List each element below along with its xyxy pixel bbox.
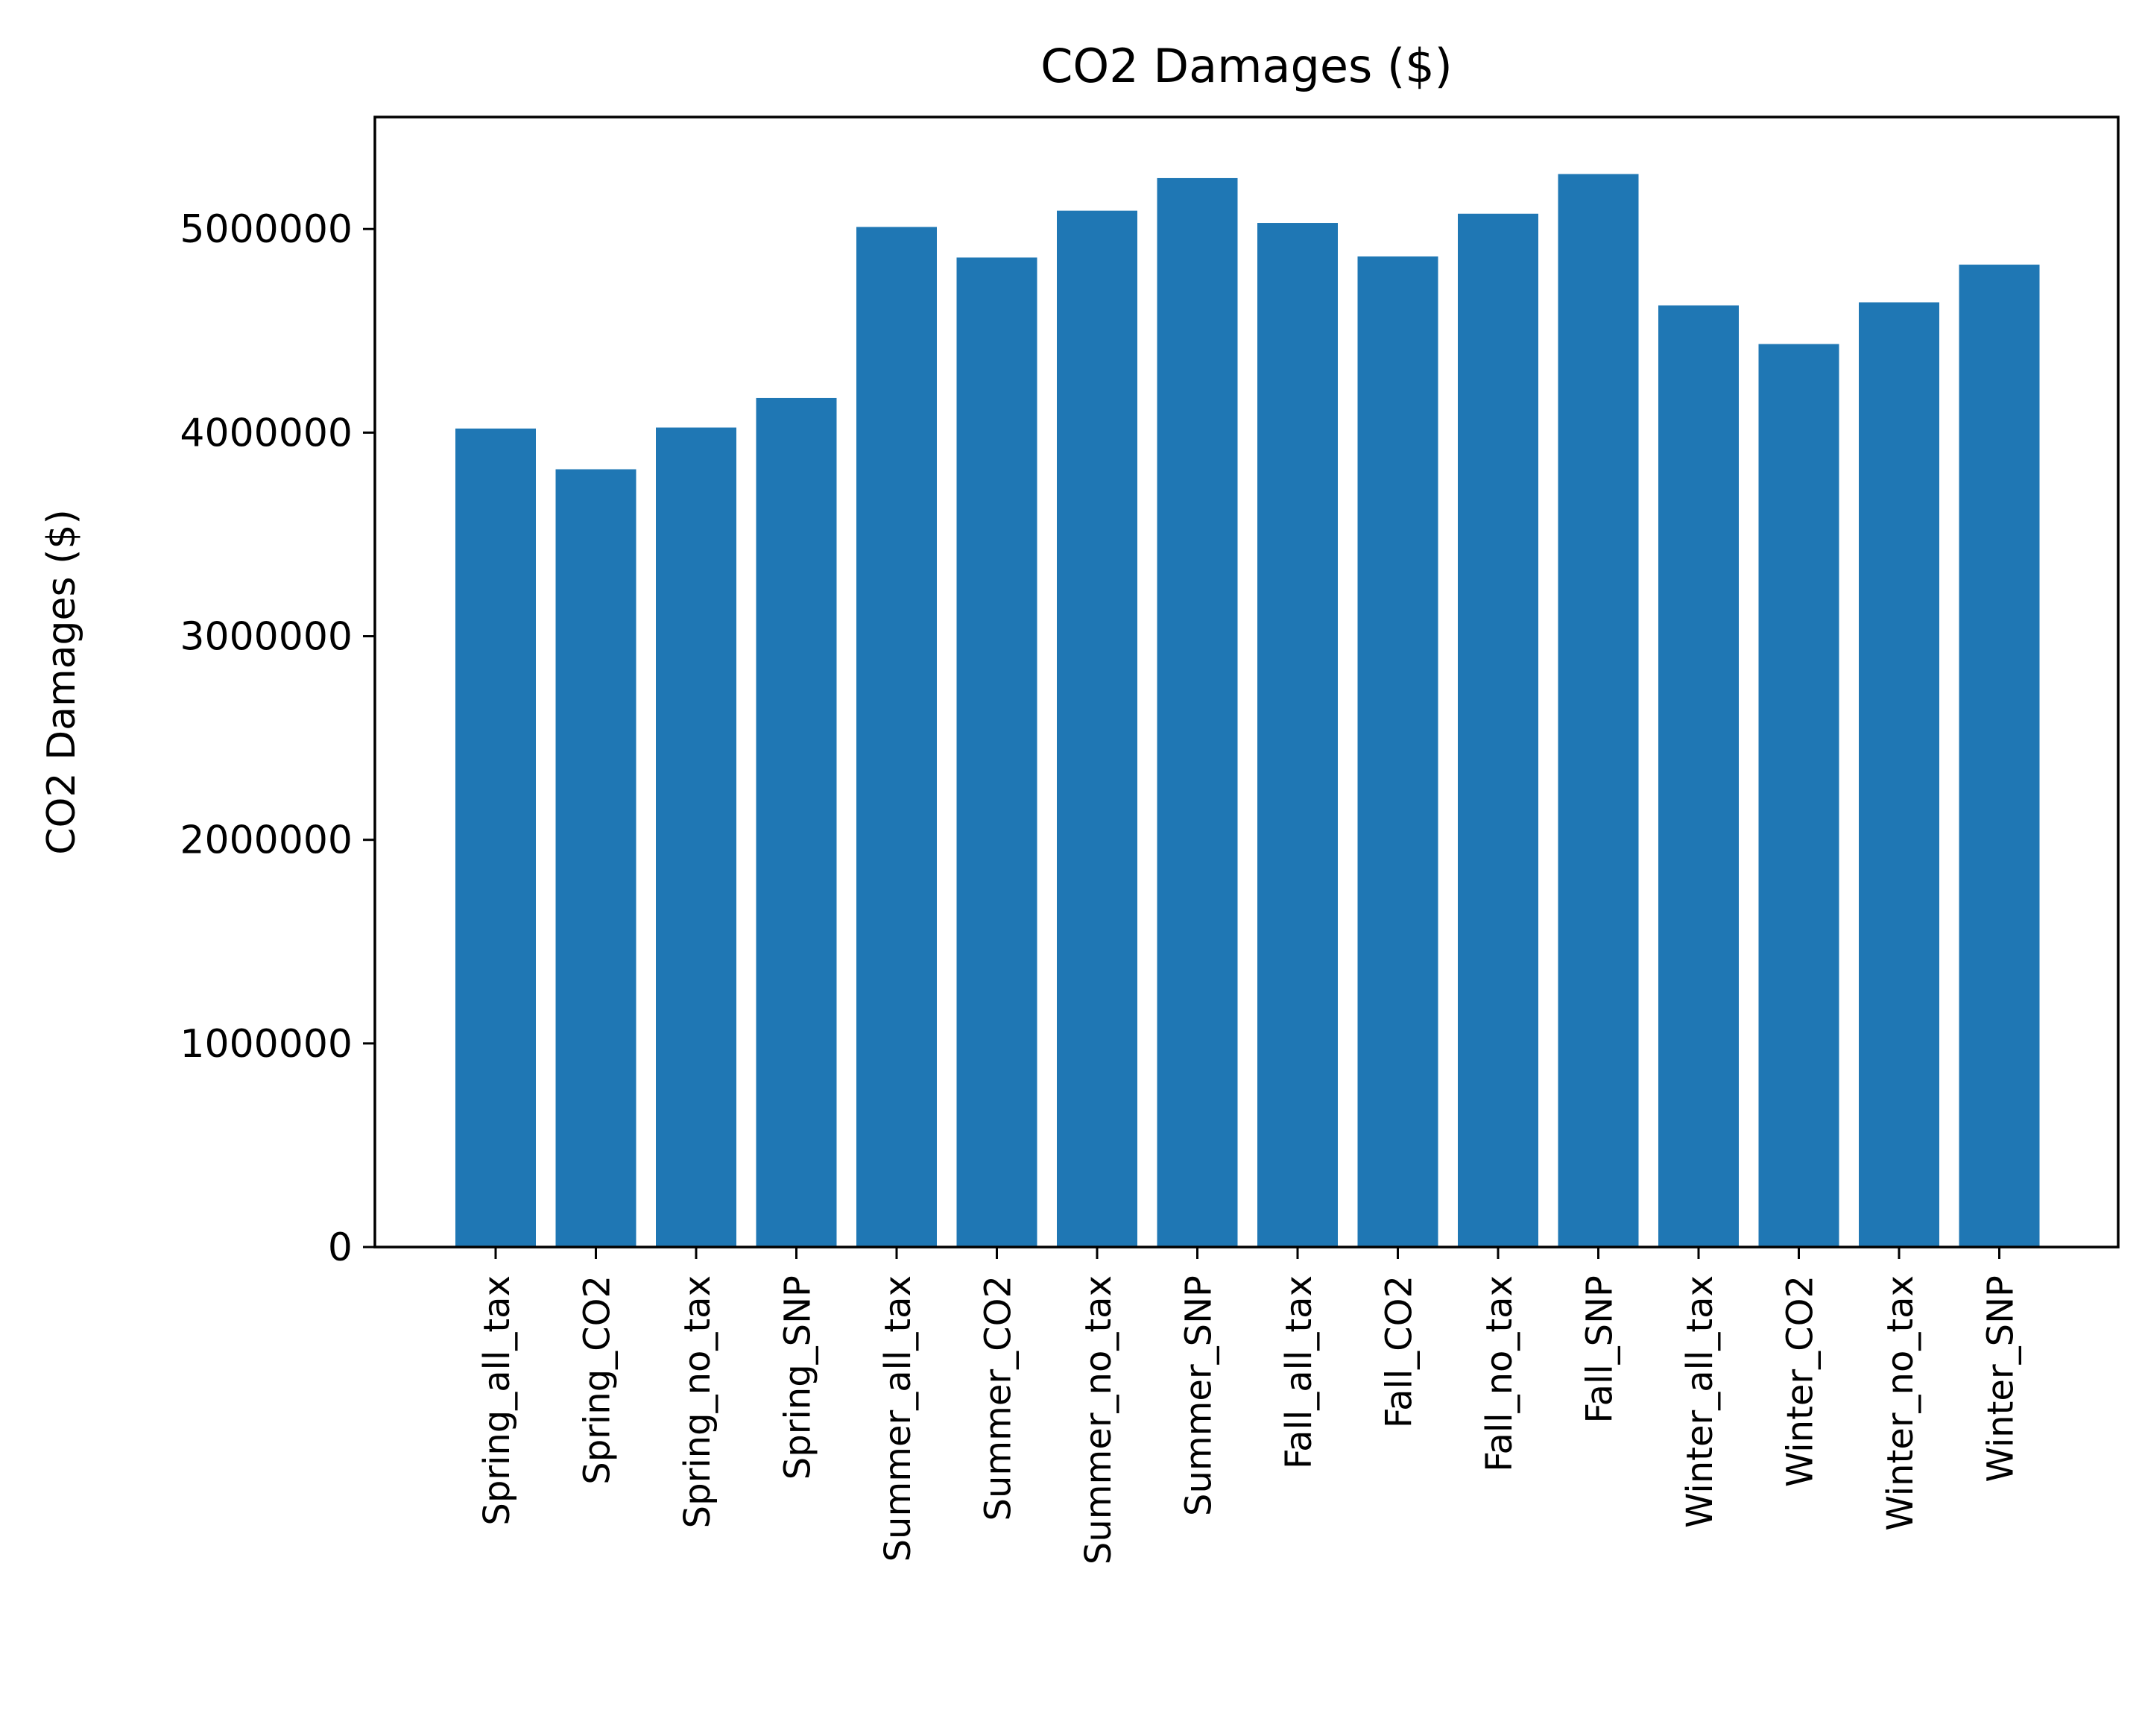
x-tick-label: Winter_all_tax [1679,1275,1721,1528]
y-tick-label: 0 [328,1225,353,1270]
x-tick-label: Fall_no_tax [1479,1275,1520,1472]
x-tick-label: Spring_no_tax [677,1275,718,1528]
x-tick-label: Fall_CO2 [1379,1275,1421,1428]
bar-spring-no-tax [656,427,736,1247]
bar-spring-co2 [555,469,636,1247]
bar-fall-snp [1558,174,1639,1247]
bar-fall-all-tax [1257,223,1338,1247]
bar-winter-no-tax [1859,302,1939,1248]
bar-spring-all-tax [455,428,536,1247]
bar-fall-co2 [1357,256,1438,1248]
bar-winter-co2 [1758,344,1839,1247]
y-tick-label: 5000000 [180,207,353,252]
x-tick-label: Spring_all_tax [476,1275,518,1526]
bar-summer-no-tax [1057,210,1137,1248]
x-tick-label: Summer_no_tax [1078,1275,1119,1565]
bar-summer-snp [1157,177,1238,1248]
bars [455,174,2040,1248]
plot-area-frame [373,116,2120,1249]
y-tick-label: 2000000 [180,818,353,863]
y-tick-label: 3000000 [180,615,353,660]
bar-fall-no-tax [1458,213,1538,1247]
chart-title: CO2 Damages ($) [1040,39,1453,93]
x-tick-label: Fall_all_tax [1278,1275,1320,1469]
bar-summer-co2 [956,257,1037,1247]
x-tick-label: Summer_all_tax [877,1275,919,1562]
bar-spring-snp [756,397,837,1247]
x-tick-label: Fall_SNP [1579,1275,1621,1424]
x-tick-label: Winter_CO2 [1780,1275,1822,1487]
x-tick-label: Spring_CO2 [577,1275,619,1485]
x-tick-label: Summer_CO2 [978,1275,1020,1521]
x-tick-label: Summer_SNP [1178,1275,1220,1516]
x-tick-label: Spring_SNP [777,1275,819,1480]
x-tick-label: Winter_no_tax [1880,1275,1921,1531]
bar-summer-all-tax [856,227,937,1248]
bar-winter-snp [1959,265,2040,1248]
bar-winter-all-tax [1658,305,1739,1248]
x-tick-label: Winter_SNP [1980,1275,2022,1483]
y-axis-ticks: 0 1000000 2000000 3000000 4000000 5000000 [180,207,375,1270]
y-axis-label: CO2 Damages ($) [40,509,84,855]
x-axis-ticks: Spring_all_tax Spring_CO2 Spring_no_tax Spr… [476,1247,2022,1565]
y-tick-label: 4000000 [180,411,353,455]
y-tick-label: 1000000 [180,1022,353,1067]
